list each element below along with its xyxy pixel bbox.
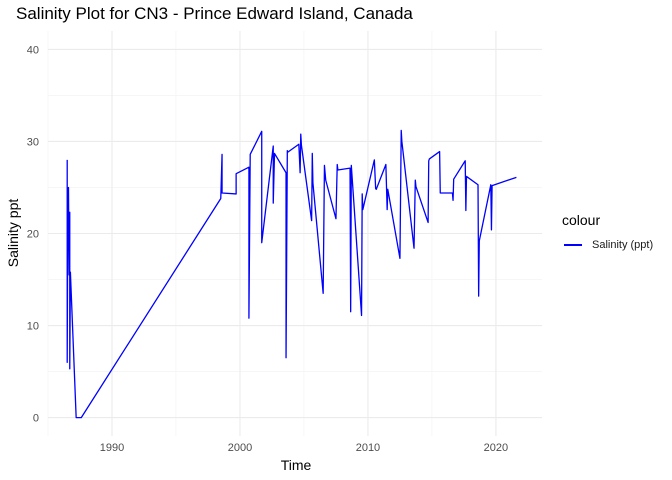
legend-key	[560, 236, 582, 254]
legend-swatch	[564, 244, 582, 246]
legend-label: Salinity (ppt)	[592, 239, 654, 251]
x-tick-label: 2000	[228, 442, 252, 454]
y-tick-label: 40	[27, 44, 39, 56]
y-tick-label: 10	[27, 321, 39, 333]
legend-title: colour	[562, 212, 601, 228]
y-tick-label: 30	[27, 136, 39, 148]
chart-title: Salinity Plot for CN3 - Prince Edward Is…	[16, 4, 413, 23]
y-axis-label: Salinity ppt	[5, 199, 21, 268]
x-axis-label: Time	[281, 457, 312, 473]
x-tick-label: 1990	[100, 442, 124, 454]
x-tick-label: 2010	[356, 442, 380, 454]
y-tick-label: 0	[33, 413, 39, 425]
salinity-series-line	[66, 129, 517, 419]
x-tick-label: 2020	[484, 442, 508, 454]
y-tick-label: 20	[27, 229, 39, 241]
